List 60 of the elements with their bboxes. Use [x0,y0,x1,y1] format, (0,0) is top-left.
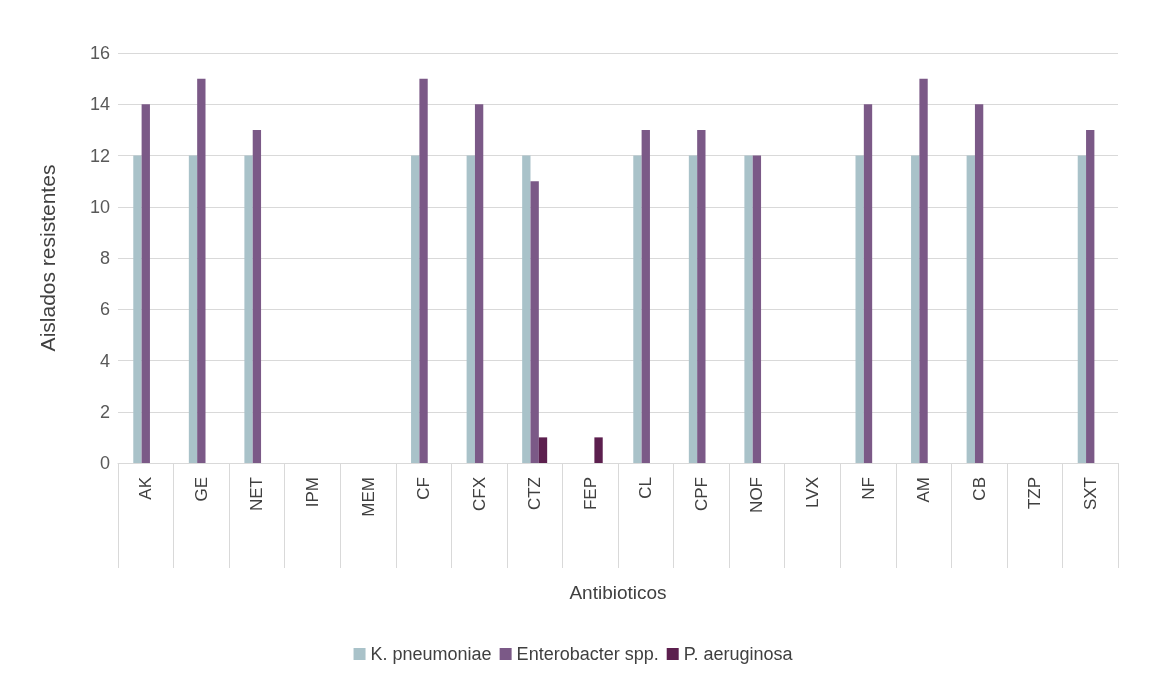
x-tick-label: NF [858,477,878,500]
x-tick-label: NET [247,477,267,511]
legend-label: K. pneumoniae [370,644,492,664]
bar [594,437,603,463]
bar [697,129,706,463]
x-tick-label: SXT [1080,477,1100,511]
x-tick-label: FEP [580,477,600,511]
y-tick-label: 4 [99,350,110,371]
y-axis-title: Aislados resistentes [36,164,59,352]
y-tick-label: 2 [99,401,110,422]
bar [688,155,698,463]
x-tick-label: GE [191,477,211,502]
x-tick-label: IPM [302,477,322,508]
y-tick-label: 10 [89,196,110,217]
bar [244,155,253,463]
bar [411,155,420,463]
x-tick-label: NOF [747,477,767,513]
x-tick-label: CF [414,477,434,500]
x-tick-label: CL [636,477,656,499]
bar [911,155,920,463]
bar [1086,129,1095,463]
bar [522,155,531,463]
bar [141,104,150,463]
bar [974,104,984,463]
bar [641,129,650,463]
bar [752,155,762,463]
x-tick-label: CTZ [525,477,545,511]
bar [919,78,928,463]
y-tick-label: 14 [89,94,110,115]
x-tick-label: AK [136,476,156,500]
bar [855,155,864,463]
y-tick-label: 8 [99,248,110,268]
y-tick-label: 16 [89,43,110,63]
y-tick-label: 12 [89,145,110,166]
bar [966,155,975,463]
bar [252,129,262,463]
bar [419,78,428,463]
bar [538,437,548,463]
bar [133,155,142,463]
bar [466,155,475,463]
bar [474,104,484,463]
bar [744,155,753,463]
x-tick-label: LVX [802,477,822,508]
bar [863,104,873,463]
x-tick-label: AM [914,477,934,503]
bar [188,155,198,463]
x-tick-label: TZP [1025,477,1045,510]
x-tick-label: MEM [358,477,378,517]
x-tick-label: CB [969,477,989,501]
y-tick-label: 0 [99,453,110,473]
x-tick-label: CFX [469,477,489,511]
y-tick-label: 6 [99,299,110,320]
bar [1077,155,1087,463]
x-axis-title: Antibioticos [569,582,667,603]
legend-label: P. aeruginosa [683,644,794,664]
bar [633,155,642,463]
bar [530,181,539,463]
legend-label: Enterobacter spp. [516,644,659,664]
bar [197,78,206,463]
x-tick-label: CPF [691,477,711,511]
